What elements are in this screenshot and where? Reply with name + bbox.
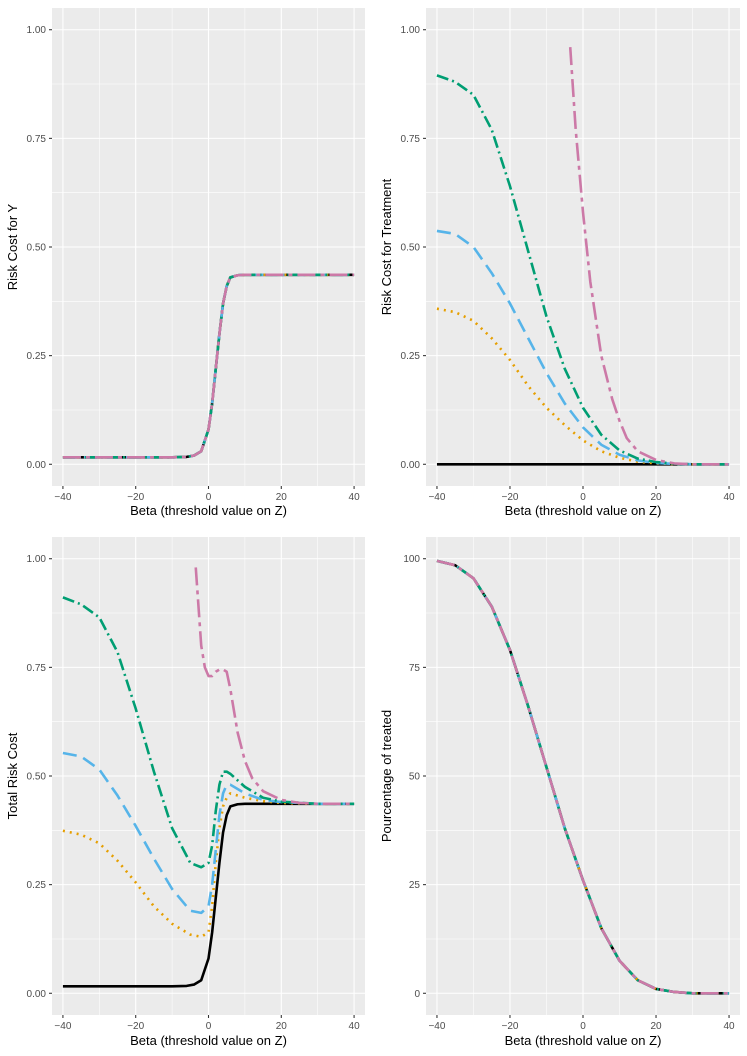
chart-total-risk-cost: −40 −20 0 20 40 0.00 0.25 0.50 0.75 1.00 Beta (thr… xyxy=(5,537,365,1048)
y-tick-label: 0.00 xyxy=(401,460,421,471)
y-tick-label: 25 xyxy=(409,880,421,891)
x-tick-label: −40 xyxy=(54,1021,71,1032)
x-axis-title: Beta (threshold value on Z) xyxy=(130,503,287,518)
y-axis-title: Risk Cost for Y xyxy=(5,203,20,290)
x-tick-label: 20 xyxy=(276,1021,288,1032)
x-tick-label: −40 xyxy=(54,492,71,503)
series-line-s2 xyxy=(62,792,355,939)
y-tick-label: 0.75 xyxy=(401,134,421,145)
series-line-s3 xyxy=(62,751,355,915)
x-tick-label: 40 xyxy=(723,1021,735,1032)
y-axis-title: Risk Cost for Treatment xyxy=(379,178,394,315)
y-tick-label: 0.50 xyxy=(27,772,47,783)
y-tick-label: 100 xyxy=(403,554,420,565)
x-tick-label: −40 xyxy=(428,492,445,503)
series-group xyxy=(62,567,355,988)
x-tick-label: 40 xyxy=(349,1021,361,1032)
x-tick-label: 20 xyxy=(276,492,288,503)
series-line-s4 xyxy=(62,596,355,869)
chart-risk-cost-y: −40 −20 0 20 40 0.00 0.25 0.50 0.75 1.00 Beta (thr… xyxy=(5,8,365,518)
chart-risk-cost-treatment: −40 −20 0 20 40 0.00 0.25 0.50 0.75 1.00 Beta (thr… xyxy=(379,8,740,518)
series-line-s1 xyxy=(62,802,355,988)
series-line-s4 xyxy=(436,74,730,466)
y-axis-title: Pourcentage of treated xyxy=(379,710,394,842)
x-axis-title: Beta (threshold value on Z) xyxy=(130,1033,287,1048)
x-axis-title: Beta (threshold value on Z) xyxy=(505,503,662,518)
x-axis-title: Beta (threshold value on Z) xyxy=(505,1033,662,1048)
x-tick-label: 40 xyxy=(723,492,735,503)
x-tick-label: 0 xyxy=(206,492,212,503)
series-line-s5 xyxy=(568,47,730,466)
y-tick-label: 0.25 xyxy=(27,351,47,362)
y-tick-label: 0.50 xyxy=(27,243,47,254)
x-tick-label: −40 xyxy=(428,1021,445,1032)
x-tick-label: 20 xyxy=(650,492,662,503)
series-group xyxy=(62,273,355,459)
y-tick-label: 0.00 xyxy=(27,989,47,1000)
y-tick-label: 1.00 xyxy=(27,554,47,565)
x-tick-label: −20 xyxy=(127,1021,144,1032)
x-tick-label: 40 xyxy=(349,492,361,503)
series-group xyxy=(436,559,730,995)
x-tick-label: −20 xyxy=(501,492,518,503)
chart-percentage-treated: −40 −20 0 20 40 0 25 50 75 100 Beta (threshold val… xyxy=(379,537,740,1048)
x-tick-label: −20 xyxy=(501,1021,518,1032)
series-line-s5 xyxy=(62,273,355,459)
y-tick-label: 50 xyxy=(409,772,421,783)
y-tick-label: 0 xyxy=(414,989,420,1000)
y-axis-title: Total Risk Cost xyxy=(5,732,20,819)
x-tick-label: 0 xyxy=(206,1021,212,1032)
y-tick-label: 1.00 xyxy=(27,25,47,36)
series-line-s5 xyxy=(194,567,355,806)
y-tick-label: 0.25 xyxy=(401,351,421,362)
y-tick-label: 75 xyxy=(409,663,421,674)
y-tick-label: 0.00 xyxy=(27,460,47,471)
y-tick-label: 0.75 xyxy=(27,663,47,674)
series-line-s5 xyxy=(436,559,730,995)
x-tick-label: −20 xyxy=(127,492,144,503)
x-tick-label: 0 xyxy=(580,492,586,503)
y-tick-label: 0.25 xyxy=(27,880,47,891)
series-group xyxy=(436,47,730,466)
y-tick-label: 0.50 xyxy=(401,243,421,254)
y-tick-label: 1.00 xyxy=(401,25,421,36)
y-tick-label: 0.75 xyxy=(27,134,47,145)
x-tick-label: 20 xyxy=(650,1021,662,1032)
x-tick-label: 0 xyxy=(580,1021,586,1032)
